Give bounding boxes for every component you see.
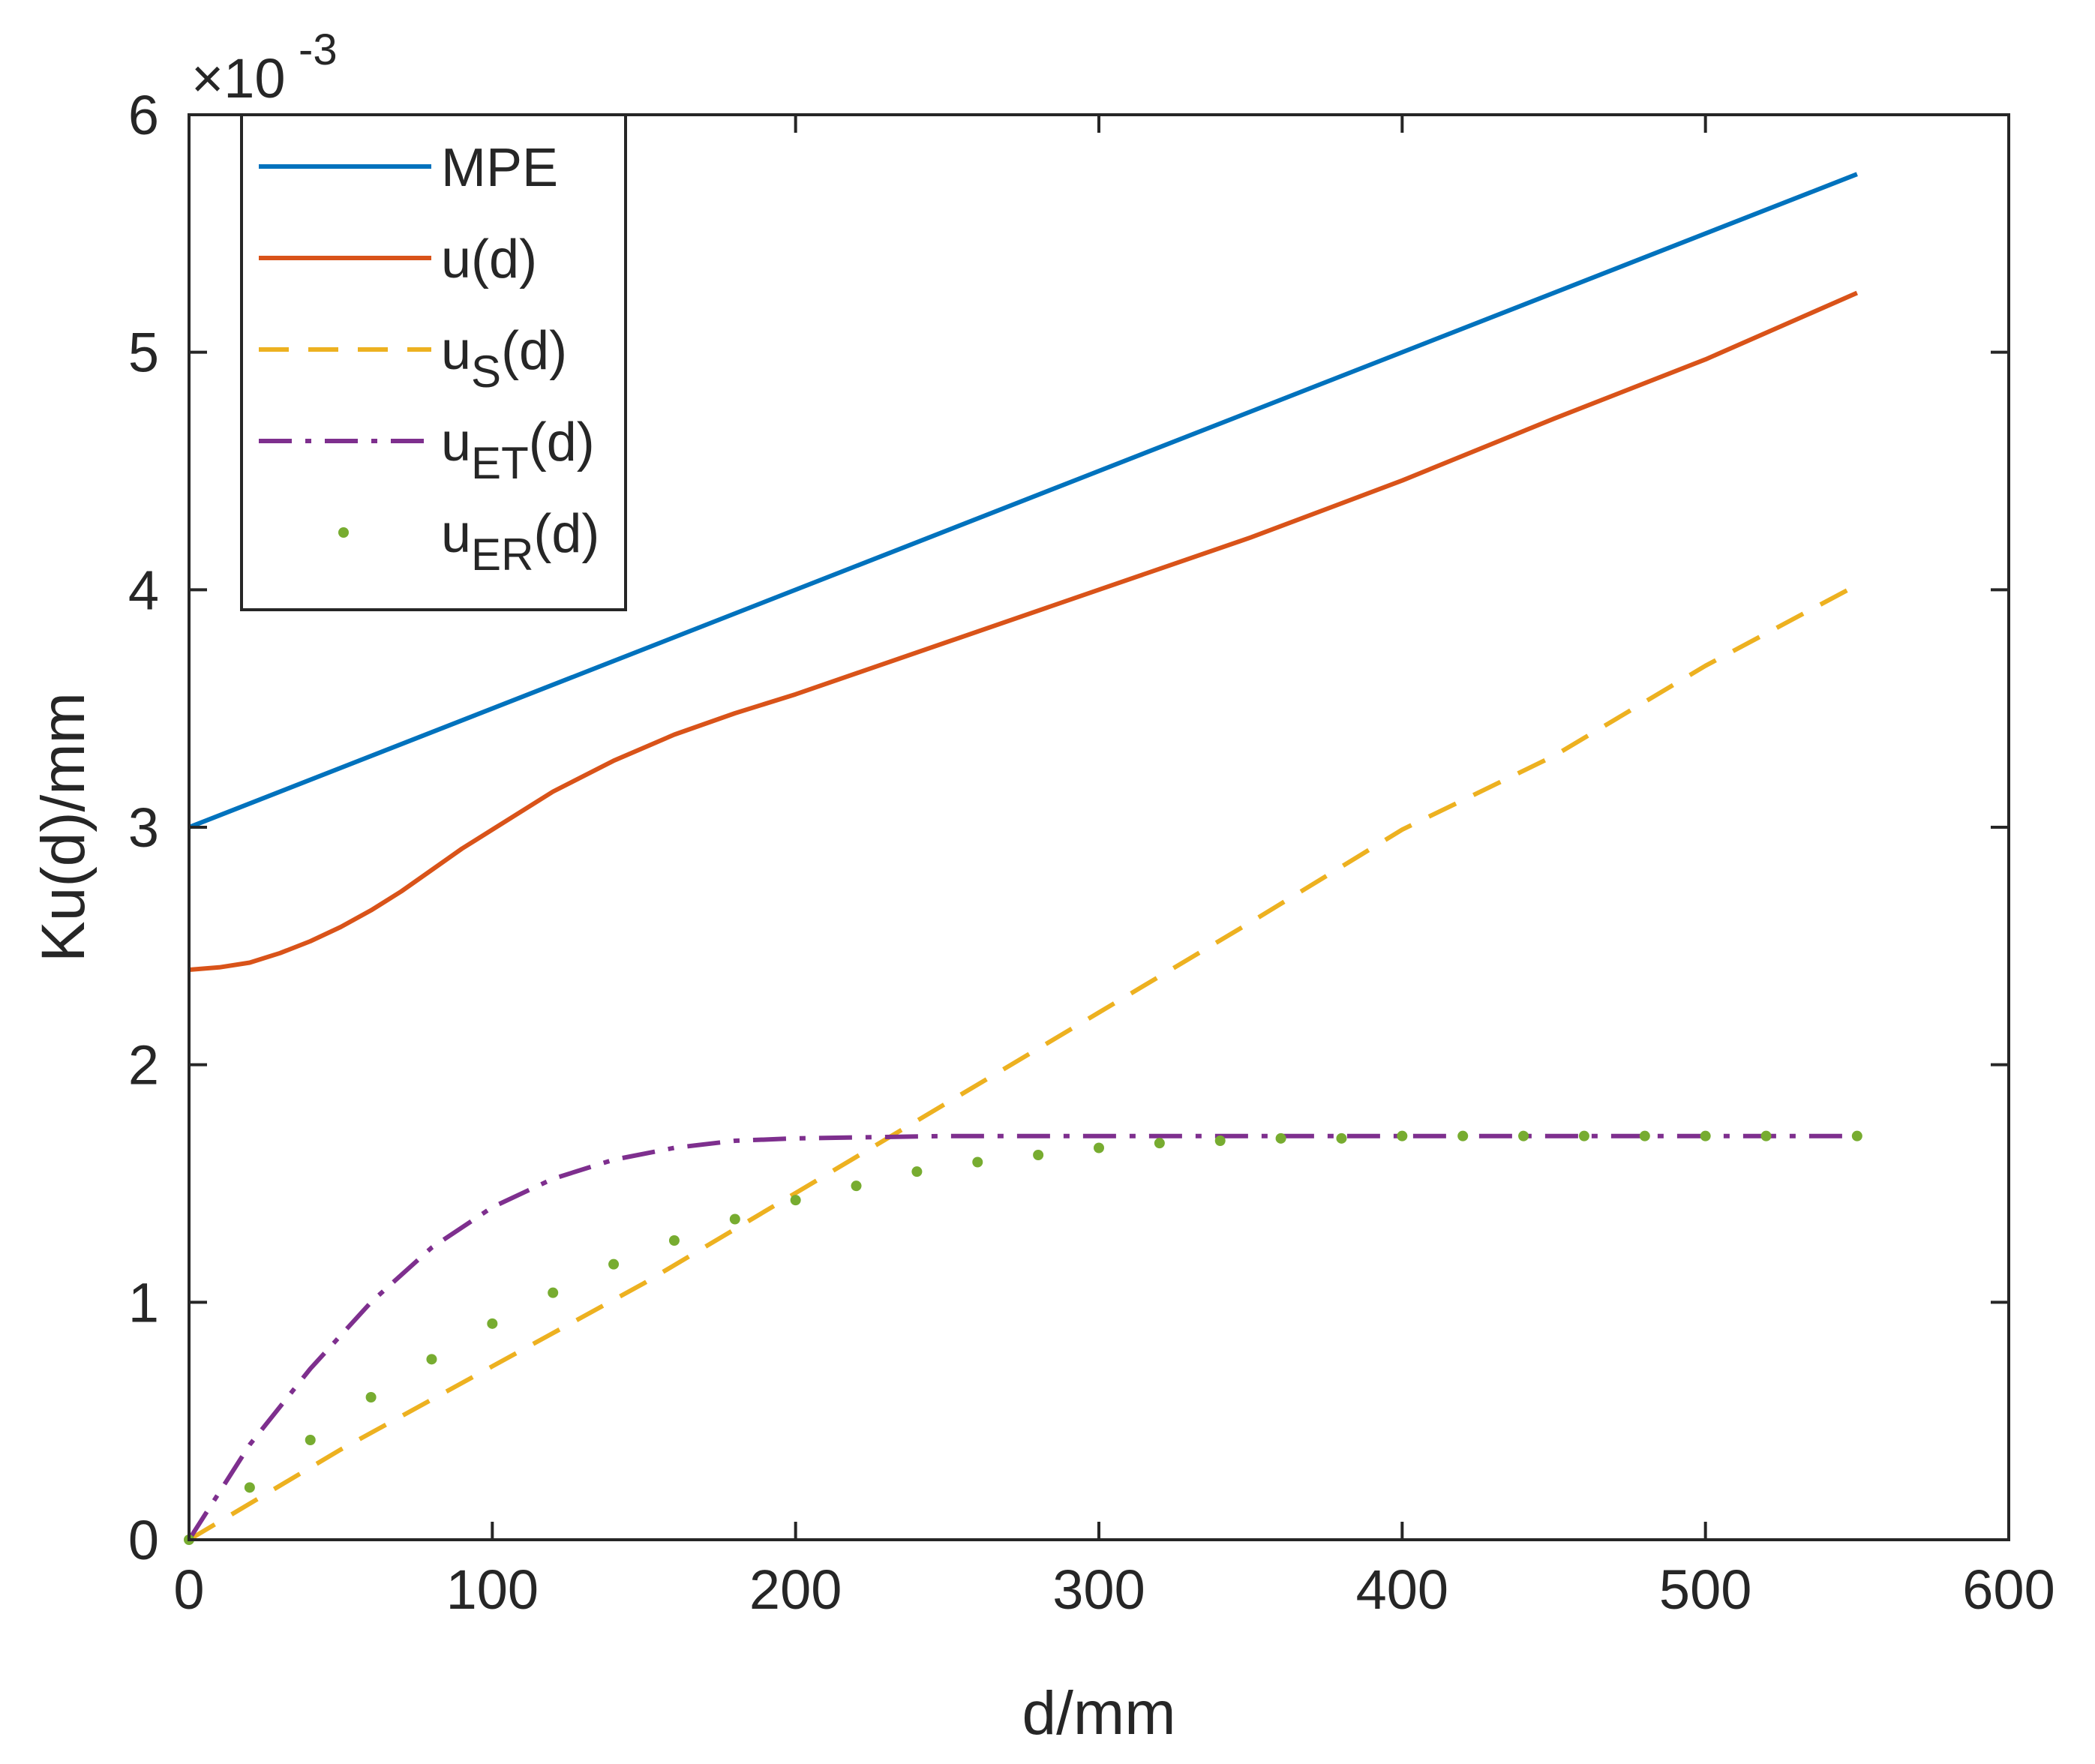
series-uer-d-point <box>608 1258 620 1270</box>
series-uer-d-point <box>244 1482 255 1493</box>
x-tick-label: 500 <box>1659 1558 1751 1621</box>
series-uer-d-point <box>1760 1130 1772 1142</box>
series-uer-d-point <box>668 1235 680 1246</box>
tick-labels: 0 100 200 300 400 500 600 0 1 2 3 4 5 6 <box>128 84 2055 1621</box>
series-uer-d-point <box>305 1435 316 1445</box>
series-uer-d-point <box>1033 1150 1044 1160</box>
series-uer-d-point <box>911 1166 923 1178</box>
series-uer-d-point <box>1851 1130 1862 1142</box>
series-uer-d-point <box>1094 1142 1104 1154</box>
legend: MPE u(d) uS(d) uET(d) uER(d) <box>240 113 627 611</box>
series-uer-d-point <box>1275 1132 1286 1144</box>
series-uer-d-point <box>426 1354 437 1365</box>
y-axis-label: Ku(d)/mm <box>29 692 98 962</box>
series-uer-d-point <box>1578 1130 1589 1142</box>
y-exponent-base: ×10 <box>191 47 286 110</box>
x-tick-label: 600 <box>1962 1558 2054 1621</box>
legend-box <box>240 113 627 611</box>
series-uer-d-point <box>972 1156 983 1168</box>
series-uer-d-point <box>365 1392 377 1402</box>
series-uer-d-point <box>1457 1130 1469 1142</box>
x-tick-label: 200 <box>749 1558 842 1621</box>
series-uer-d-point <box>1639 1130 1650 1142</box>
x-tick-label: 0 <box>173 1558 204 1621</box>
legend-label-uet-d: uET(d) <box>441 412 595 488</box>
y-tick-label: 2 <box>128 1034 159 1096</box>
x-axis-label: d/mm <box>1022 1679 1176 1748</box>
series-uer-d <box>184 1130 1862 1545</box>
series-uer-d-point <box>851 1180 862 1192</box>
y-exponent-power: -3 <box>299 26 338 74</box>
series-mpe-line <box>188 172 1858 830</box>
series-u-d-line <box>188 290 1859 972</box>
series-uer-d-point <box>1397 1130 1408 1142</box>
y-tick-label: 3 <box>128 796 159 859</box>
x-tick-label: 100 <box>446 1558 539 1621</box>
y-tick-label: 5 <box>128 322 159 384</box>
legend-label-mpe: MPE <box>441 138 558 198</box>
y-tick-label: 4 <box>128 559 159 621</box>
y-tick-label: 6 <box>128 84 159 146</box>
series-uer-d-point <box>1518 1130 1529 1142</box>
legend-label-us-d: uS(d) <box>441 321 567 397</box>
series-uer-d-point <box>1336 1132 1347 1144</box>
series-uet-d-line <box>187 1133 1857 1541</box>
legend-label-u-d: u(d) <box>441 230 537 290</box>
ticks <box>188 113 2010 1541</box>
legend-label-uer-d: uER(d) <box>441 504 599 580</box>
legend-swatch-uer-d <box>338 527 349 538</box>
legend-entries: MPE u(d) uS(d) uET(d) uER(d) <box>259 138 599 580</box>
series-uer-d-point <box>729 1214 740 1225</box>
x-tick-label: 300 <box>1052 1558 1145 1621</box>
y-tick-label: 0 <box>128 1509 159 1571</box>
series-uer-d-point <box>1214 1136 1226 1146</box>
series-uer-d-point <box>1154 1138 1165 1149</box>
plot-lines <box>184 172 1862 1545</box>
x-tick-label: 400 <box>1356 1558 1448 1621</box>
series-uer-d-point <box>487 1318 498 1329</box>
series-uer-d-point <box>1700 1130 1711 1142</box>
series-us-d-line <box>188 583 1859 1542</box>
series-uer-d-point <box>790 1195 801 1206</box>
series-uer-d-point <box>548 1287 559 1298</box>
y-tick-label: 1 <box>128 1271 159 1334</box>
